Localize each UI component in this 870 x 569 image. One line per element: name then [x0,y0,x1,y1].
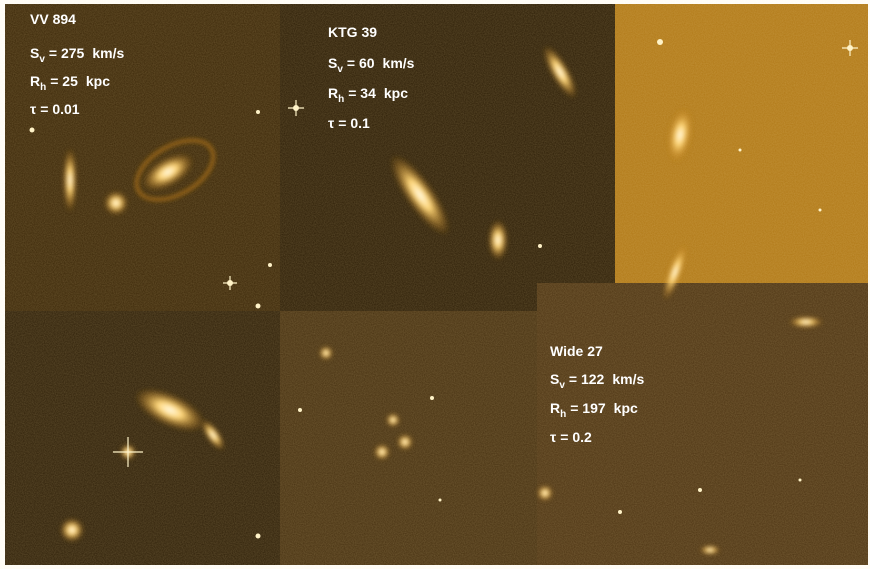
unit: kpc [614,400,638,416]
symbol: R [550,400,560,416]
value: = 0.1 [338,115,370,131]
value: = 197 [570,400,606,416]
symbol: S [328,55,337,71]
value: = 25 [50,73,78,89]
value: = 60 [347,55,375,71]
unit: km/s [92,45,124,61]
grain [5,4,868,565]
value: = 0.2 [560,429,592,445]
value: = 122 [569,371,605,387]
symbol: S [550,371,559,387]
subscript: v [39,54,45,65]
mosaic: VV 894Sv= 275km/sRh= 25kpcτ= 0.01KTG 39S… [0,0,870,569]
symbol: S [30,45,39,61]
symbol: R [30,73,40,89]
unit: kpc [384,85,408,101]
subscript: h [560,409,566,420]
symbol: τ [30,101,37,117]
symbol: τ [550,429,557,445]
value: = 0.01 [40,101,80,117]
value: = 275 [49,45,85,61]
panel-name: KTG 39 [328,24,377,40]
panel-name: VV 894 [30,11,76,27]
symbol: R [328,85,338,101]
subscript: v [559,380,565,391]
page: {"panels":[ {"name":"VV 894","lines":[ {… [0,0,870,569]
panel-name: Wide 27 [550,343,603,359]
subscript: v [337,64,343,75]
value: = 34 [348,85,376,101]
unit: kpc [86,73,110,89]
symbol: τ [328,115,335,131]
subscript: h [40,82,46,93]
unit: km/s [612,371,644,387]
unit: km/s [383,55,415,71]
subscript: h [338,94,344,105]
